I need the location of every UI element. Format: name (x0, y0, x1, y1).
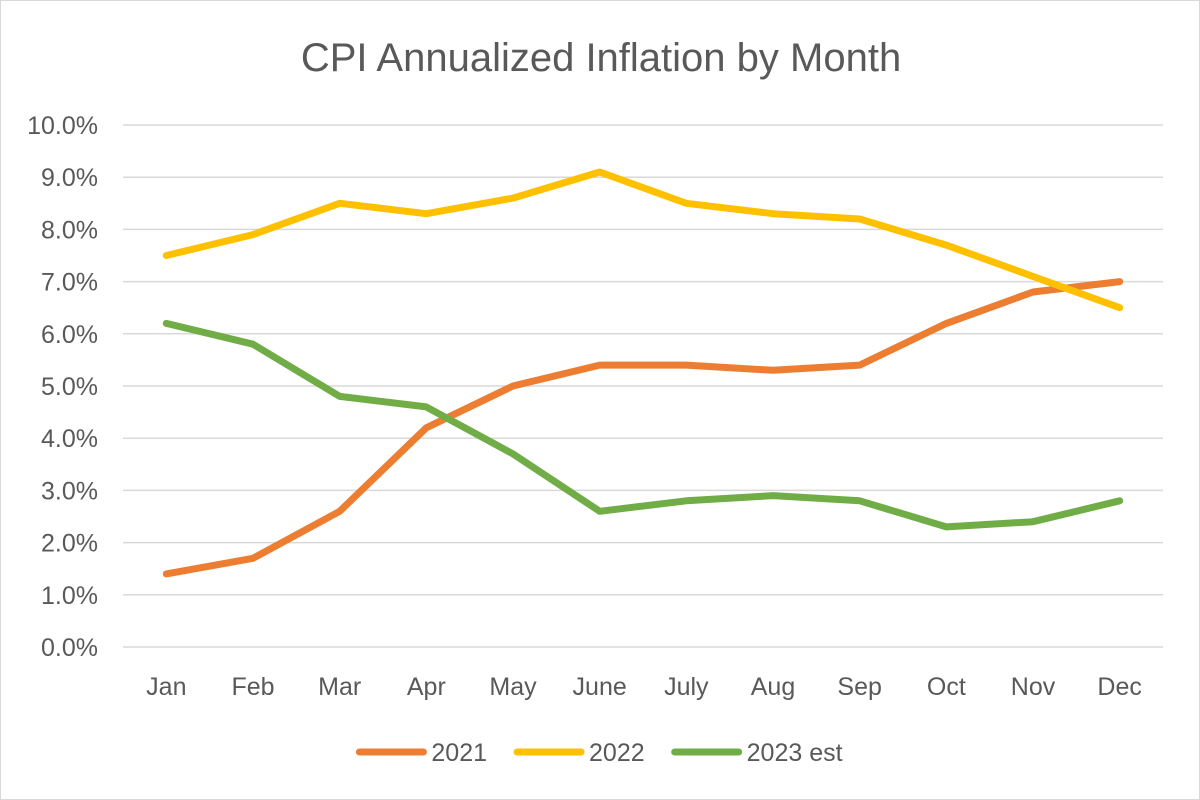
series-line-2023-est (162, 319, 1124, 531)
y-tick-label: 3.0% (41, 477, 98, 505)
x-tick-label: Jan (146, 673, 186, 701)
x-tick-label: July (664, 673, 709, 701)
chart-title: CPI Annualized Inflation by Month (301, 36, 901, 80)
y-tick-label: 9.0% (41, 164, 98, 192)
x-tick-label: Aug (751, 673, 795, 701)
legend-label: 2021 (431, 739, 487, 767)
x-tick-label: Oct (927, 673, 966, 701)
x-tick-label: June (573, 673, 627, 701)
legend-label: 2022 (589, 739, 645, 767)
legend-item-2022: 2022 (513, 739, 645, 767)
series-line-2022 (162, 168, 1124, 312)
x-tick-label: Mar (318, 673, 361, 701)
y-tick-label: 2.0% (41, 530, 98, 558)
y-tick-label: 6.0% (41, 321, 98, 349)
y-tick-label: 10.0% (27, 112, 98, 140)
x-tick-label: Dec (1097, 673, 1141, 701)
y-tick-label: 8.0% (41, 216, 98, 244)
series-line-2021 (162, 278, 1124, 578)
x-tick-label: Apr (407, 673, 446, 701)
gridlines (123, 124, 1163, 648)
y-tick-label: 1.0% (41, 582, 98, 610)
legend: 2021 2022 2023 est (355, 739, 843, 767)
series-lines (162, 168, 1124, 578)
legend-item-2021: 2021 (355, 739, 487, 767)
legend-label: 2023 est (747, 739, 843, 767)
x-tick-label: Feb (231, 673, 274, 701)
y-axis-ticks: 0.0% 1.0% 2.0% 3.0% 4.0% 5.0% 6.0% 7.0% 8.0% 9.0%… (27, 112, 98, 662)
x-tick-label: Nov (1011, 673, 1056, 701)
x-tick-label: Sep (837, 673, 881, 701)
x-axis-ticks: Jan Feb Mar Apr May June July Aug Sep Oct Nov Dec (146, 673, 1142, 701)
legend-item-2023-est: 2023 est (671, 739, 843, 767)
y-tick-label: 4.0% (41, 425, 98, 453)
y-tick-label: 0.0% (41, 634, 98, 662)
y-tick-label: 5.0% (41, 373, 98, 401)
x-tick-label: May (489, 673, 537, 701)
y-tick-label: 7.0% (41, 269, 98, 297)
